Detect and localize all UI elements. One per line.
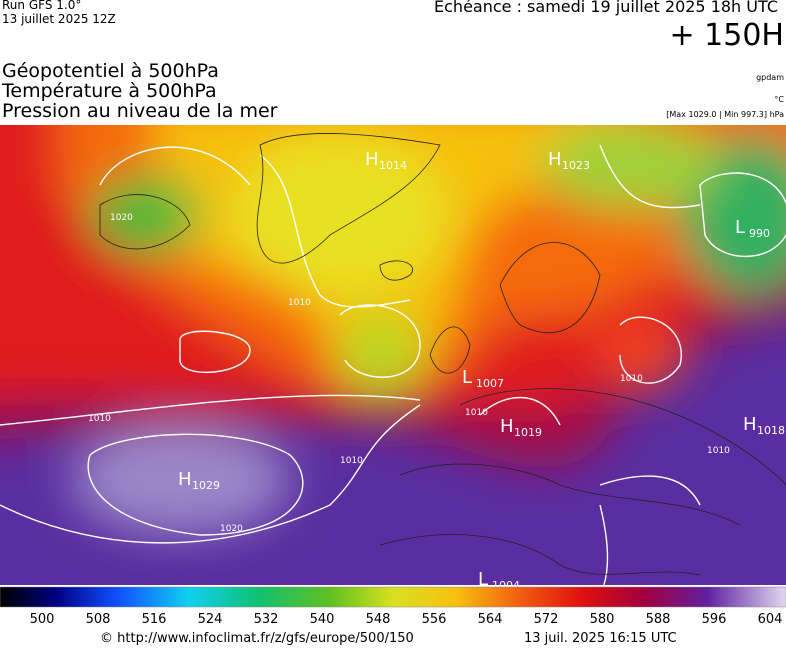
colorbar-label: 532 xyxy=(254,612,279,627)
colorbar-label: 564 xyxy=(478,612,503,627)
center-letter: L xyxy=(462,367,472,388)
title-3: Pression au niveau de la mer xyxy=(2,100,278,122)
center-value: 1004 xyxy=(492,579,520,585)
center-value: 1023 xyxy=(562,159,590,172)
center-value: 1029 xyxy=(192,479,220,492)
center-value: 1007 xyxy=(476,377,504,390)
isobar-label: 1010 xyxy=(288,298,311,308)
colorbar-label: 516 xyxy=(142,612,167,627)
lead-time: + 150H xyxy=(669,18,785,53)
center-letter: H xyxy=(743,414,757,435)
center-value: 1018 xyxy=(757,424,785,437)
center-letter: L xyxy=(735,217,745,238)
isobar-label: 1010 xyxy=(88,414,111,424)
colorbar-label: 580 xyxy=(590,612,615,627)
colorbar-label: 508 xyxy=(86,612,111,627)
colorbar-label: 548 xyxy=(366,612,391,627)
title-1: Géopotentiel à 500hPa xyxy=(2,60,219,82)
center-letter: L xyxy=(478,569,488,585)
unit-gpdam: gpdam xyxy=(756,73,784,82)
temperature-field xyxy=(0,125,786,585)
coastlines xyxy=(99,133,786,576)
unit-pressure: [Max 1029.0 | Min 997.3] hPa xyxy=(666,110,784,119)
colorbar-label: 540 xyxy=(310,612,335,627)
colorbar-label: 556 xyxy=(422,612,447,627)
isobar-label: 1010 xyxy=(465,408,488,418)
isobar-lines xyxy=(0,144,786,585)
isobar-label: 1020 xyxy=(220,524,243,534)
colorbar-label: 588 xyxy=(646,612,671,627)
isobar-label: 1010 xyxy=(620,374,643,384)
source: © http://www.infoclimat.fr/z/gfs/europe/… xyxy=(100,631,414,646)
valid-time: Echéance : samedi 19 juillet 2025 18h UT… xyxy=(434,0,778,16)
generated: 13 juil. 2025 16:15 UTC xyxy=(524,631,677,646)
center-value: 990 xyxy=(749,227,770,240)
title-2: Température à 500hPa xyxy=(2,80,217,102)
unit-temp: °C xyxy=(774,95,784,104)
center-letter: H xyxy=(548,149,562,170)
colorbar-label: 524 xyxy=(198,612,223,627)
center-value: 1014 xyxy=(379,159,407,172)
colorbar-label: 500 xyxy=(30,612,55,627)
colorbar-label: 572 xyxy=(534,612,559,627)
isobar-label: 1020 xyxy=(110,213,133,223)
center-letter: H xyxy=(365,149,379,170)
run: Run GFS 1.0° xyxy=(2,0,82,12)
colorbar-label: 604 xyxy=(758,612,783,627)
colorbar: 500 508 516 524 532 540 548 556 564 572 580 588 596 6… xyxy=(0,586,786,627)
center-letter: H xyxy=(500,416,514,437)
run-date: 13 juillet 2025 12Z xyxy=(2,12,116,26)
colorbar-label: 596 xyxy=(702,612,727,627)
isobar-label: 1010 xyxy=(707,446,730,456)
colorbar-scale xyxy=(0,586,786,608)
center-letter: H xyxy=(178,469,192,490)
center-value: 1019 xyxy=(514,426,542,439)
isobar-label: 1010 xyxy=(340,456,363,466)
